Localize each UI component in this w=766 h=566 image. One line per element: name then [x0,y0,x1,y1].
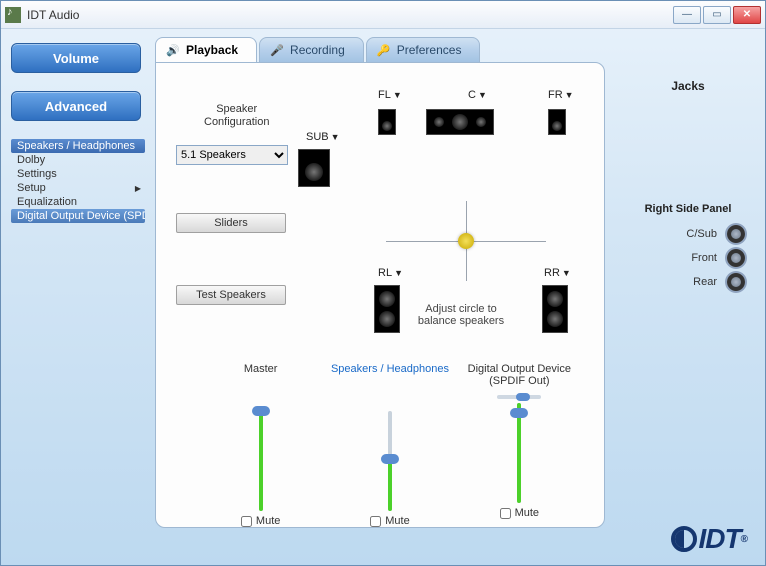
label-sub: SUB ▼ [306,131,340,143]
jacks-panel-header: Right Side Panel [619,203,757,215]
jack-label: Front [691,252,717,264]
titlebar: IDT Audio — ▭ ✕ [1,1,765,29]
slider-name: Master [196,363,325,391]
mute-row: Mute [196,515,325,527]
speaker-icon: 🔊 [166,43,180,57]
idt-logo: IDT® [671,523,747,555]
speaker-rl[interactable] [374,285,400,333]
volume-track[interactable] [259,411,263,511]
tab-label: Preferences [397,43,462,57]
jack-row: Front [619,249,745,267]
mute-checkbox[interactable] [370,516,381,527]
mute-row: Mute [455,507,584,519]
volume-slider: Speakers / Headphones Mute [325,363,454,527]
sidebar-item[interactable]: Dolby [11,153,145,167]
minimize-button[interactable]: — [673,6,701,24]
speaker-layout: SUB ▼ FL ▼ C ▼ FR ▼ RL ▼ RR ▼ [316,81,606,331]
label-rr: RR ▼ [544,267,571,279]
mute-checkbox[interactable] [500,508,511,519]
speaker-sub[interactable] [298,149,330,187]
main-area: 🔊 Playback 🎤 Recording 🔑 Preferences Spe… [151,29,615,565]
jack-label: Rear [693,276,717,288]
speaker-rr[interactable] [542,285,568,333]
app-icon [5,7,21,23]
mute-row: Mute [325,515,454,527]
sidebar: Volume Advanced Speakers / HeadphonesDol… [1,29,151,565]
jack-row: C/Sub [619,225,745,243]
tab-preferences[interactable]: 🔑 Preferences [366,37,481,63]
mute-label: Mute [385,515,409,527]
body: Volume Advanced Speakers / HeadphonesDol… [1,29,765,565]
sidebar-item[interactable]: Settings [11,167,145,181]
tab-bar: 🔊 Playback 🎤 Recording 🔑 Preferences [155,37,615,63]
app-window: IDT Audio — ▭ ✕ Volume Advanced Speakers… [0,0,766,566]
label-fl: FL ▼ [378,89,402,101]
config-select-wrap: 5.1 Speakers [176,145,288,165]
slider-thumb[interactable] [381,454,399,464]
tab-playback[interactable]: 🔊 Playback [155,37,257,63]
key-icon: 🔑 [377,43,391,57]
slider-thumb[interactable] [510,408,528,418]
speaker-fl[interactable] [378,109,396,135]
sliders-button[interactable]: Sliders [176,213,286,233]
balance-dot[interactable] [458,233,474,249]
config-label-l2: Configuration [204,116,269,128]
slider-thumb[interactable] [252,406,270,416]
jacks-column: Jacks Right Side Panel C/Sub Front Rear [615,29,765,565]
mic-icon: 🎤 [270,43,284,57]
sidebar-item[interactable]: Speakers / Headphones [11,139,145,153]
mute-label: Mute [515,507,539,519]
balance-mini-slider[interactable] [497,395,541,399]
slider-name: Digital Output Device (SPDIF Out) [455,363,584,391]
jacks-title: Jacks [619,79,757,93]
tab-label: Recording [290,43,345,57]
close-button[interactable]: ✕ [733,6,761,24]
balance-text: Adjust circle tobalance speakers [411,303,511,327]
jack-port-icon [727,225,745,243]
volume-track[interactable] [388,411,392,511]
window-title: IDT Audio [27,8,79,22]
mute-label: Mute [256,515,280,527]
sidebar-item[interactable]: Setup▶ [11,181,145,195]
volume-nav-button[interactable]: Volume [11,43,141,73]
volume-slider: Digital Output Device (SPDIF Out) Mute [455,363,584,527]
speaker-config-select[interactable]: 5.1 Speakers [176,145,288,165]
volume-track[interactable] [517,403,521,503]
sidebar-subnav: Speakers / HeadphonesDolbySettingsSetup▶… [11,139,145,223]
jacks-list: C/Sub Front Rear [619,225,757,291]
volume-slider: Master Mute [196,363,325,527]
tab-label: Playback [186,43,238,57]
submenu-arrow-icon: ▶ [135,184,141,193]
logo-mark-icon [671,526,697,552]
mute-checkbox[interactable] [241,516,252,527]
slider-name[interactable]: Speakers / Headphones [325,363,454,391]
jack-port-icon [727,249,745,267]
advanced-nav-button[interactable]: Advanced [11,91,141,121]
label-fr: FR ▼ [548,89,574,101]
jack-row: Rear [619,273,745,291]
speaker-c[interactable] [426,109,494,135]
maximize-button[interactable]: ▭ [703,6,731,24]
jack-label: C/Sub [686,228,717,240]
sidebar-item[interactable]: Equalization [11,195,145,209]
jack-port-icon [727,273,745,291]
window-buttons: — ▭ ✕ [673,6,761,24]
config-label: Speaker Configuration [204,103,269,129]
logo-text: IDT [699,523,741,555]
test-speakers-button[interactable]: Test Speakers [176,285,286,305]
playback-panel: Speaker Configuration 5.1 Speakers Slide… [155,62,605,528]
tab-recording[interactable]: 🎤 Recording [259,37,364,63]
sidebar-item[interactable]: Digital Output Device (SPDIF Out) [11,209,145,223]
speaker-fr[interactable] [548,109,566,135]
label-c: C ▼ [468,89,487,101]
config-label-l1: Speaker [216,103,257,115]
balance-pad[interactable] [386,201,546,281]
volume-sliders: MasterMuteSpeakers / HeadphonesMuteDigit… [196,363,584,527]
